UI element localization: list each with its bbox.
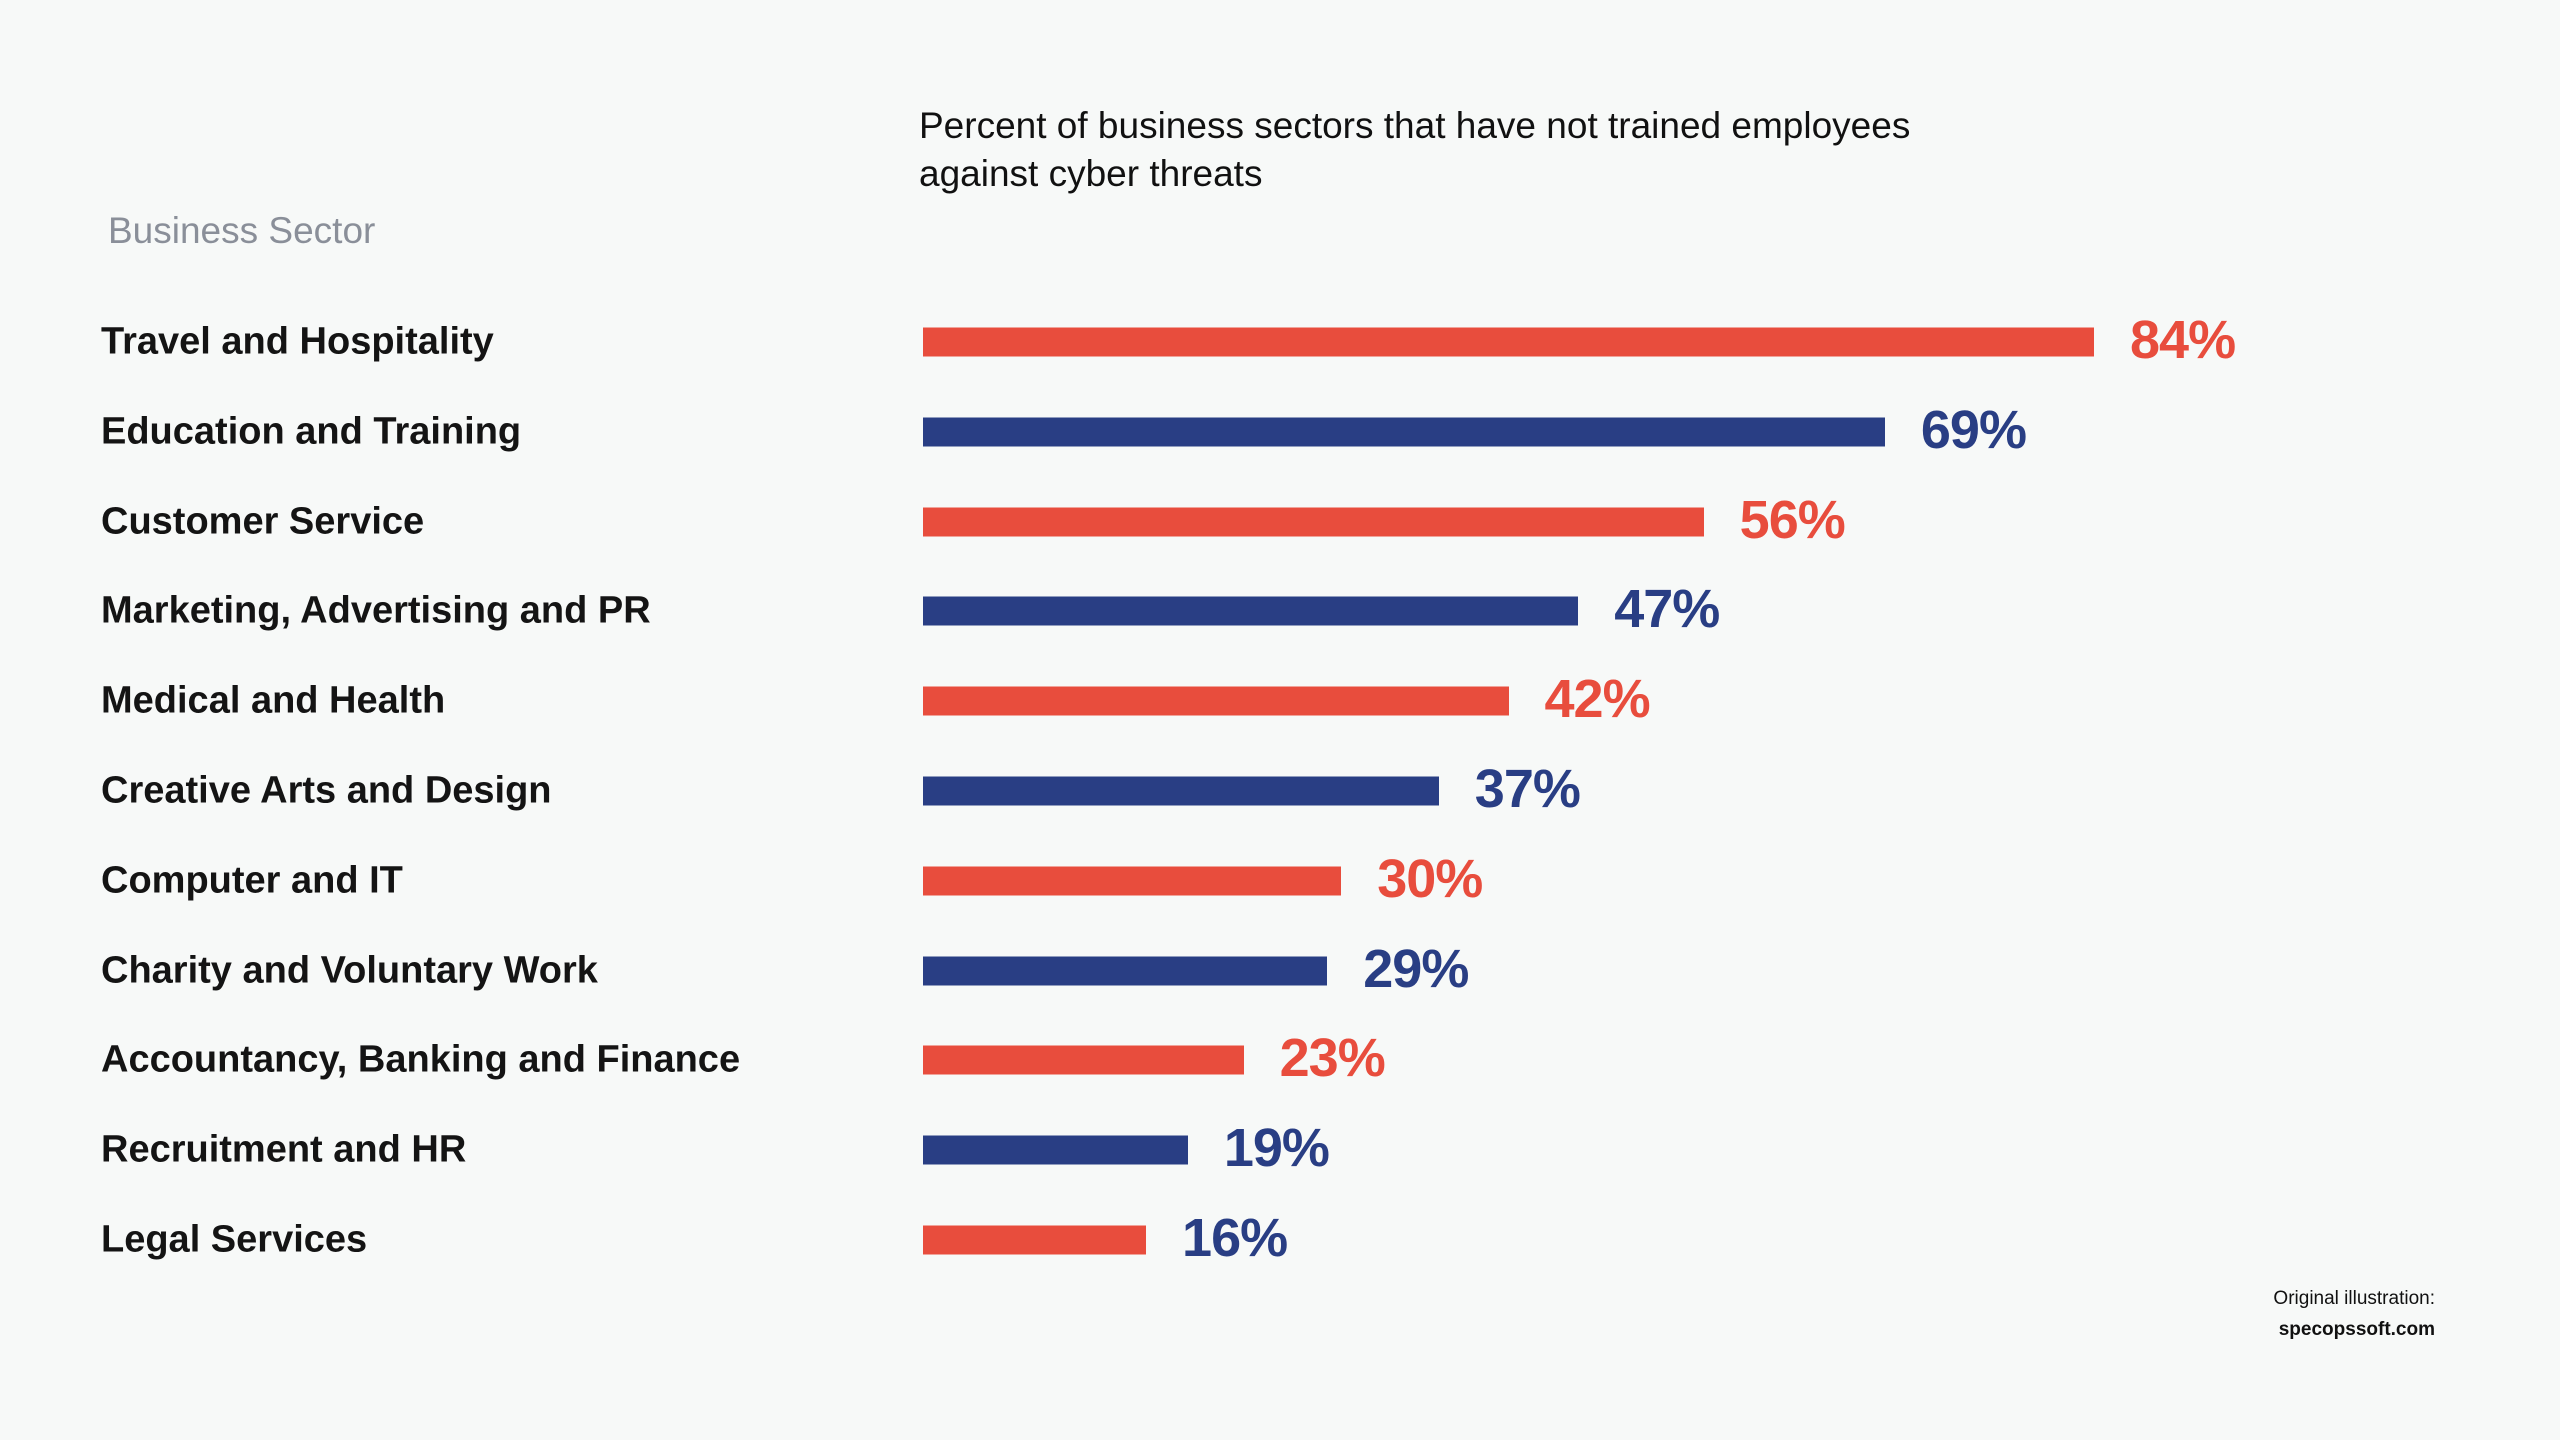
bar <box>923 686 1509 716</box>
category-label: Charity and Voluntary Work <box>101 949 598 992</box>
bar <box>923 956 1328 986</box>
credit-line-1: Original illustration: <box>2273 1288 2435 1309</box>
value-label: 69% <box>1920 399 2027 460</box>
bar <box>923 1135 1188 1165</box>
value-label: 56% <box>1739 489 1846 550</box>
value-label: 37% <box>1474 759 1581 819</box>
category-label: Legal Services <box>101 1218 368 1261</box>
value-label: 42% <box>1544 669 1651 730</box>
value-label: 19% <box>1223 1118 1330 1179</box>
chart-title-line-1: Percent of business sectors that have no… <box>919 105 1911 146</box>
credit: Original illustration: specopssoft.com <box>2273 1283 2435 1345</box>
category-label: Travel and Hospitality <box>101 320 494 363</box>
value-label: 84% <box>2130 310 2236 370</box>
bar <box>923 417 1885 447</box>
value-label: 23% <box>1279 1028 1386 1089</box>
bar <box>923 866 1342 896</box>
category-label: Computer and IT <box>101 859 403 902</box>
chart-title: Percent of business sectors that have no… <box>919 102 2119 198</box>
category-label: Customer Service <box>101 500 425 543</box>
category-label: Creative Arts and Design <box>101 769 552 812</box>
credit-line-2: specopssoft.com <box>2278 1319 2435 1340</box>
value-label: 16% <box>1182 1208 1288 1268</box>
value-label: 47% <box>1614 579 1720 640</box>
bar <box>923 327 2094 357</box>
y-axis-label: Business Sector <box>108 210 376 251</box>
category-label: Accountancy, Banking and Finance <box>101 1038 741 1081</box>
bar <box>923 596 1579 626</box>
bar <box>923 1225 1147 1255</box>
bar <box>923 507 1704 537</box>
value-label: 30% <box>1377 848 1483 909</box>
bar <box>923 1045 1244 1075</box>
value-label: 29% <box>1363 938 1469 999</box>
category-label: Education and Training <box>101 410 522 453</box>
bar <box>923 776 1439 806</box>
category-label: Medical and Health <box>101 679 446 722</box>
category-label: Marketing, Advertising and PR <box>101 589 651 632</box>
category-label: Recruitment and HR <box>101 1128 467 1171</box>
chart-title-line-2: against cyber threats <box>919 153 1263 194</box>
